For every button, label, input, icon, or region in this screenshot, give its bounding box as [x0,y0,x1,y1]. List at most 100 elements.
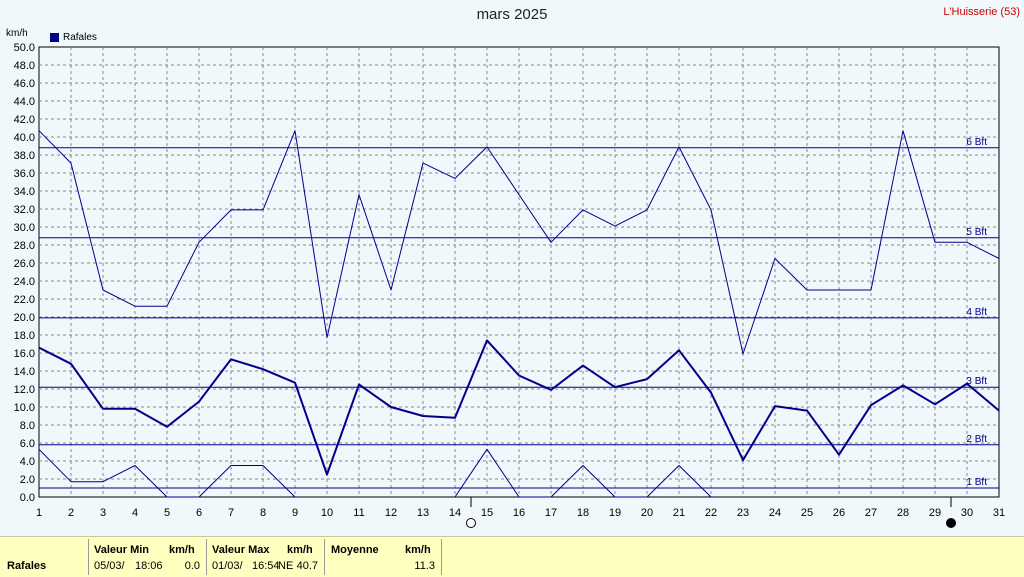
x-tick-label: 20 [641,507,653,519]
x-tick-label: 14 [449,507,461,519]
y-tick-label: 2.0 [20,474,35,486]
x-tick-label: 28 [897,507,909,519]
stats-min-cell: Valeur Min km/h 05/03/ 18:06 0.0 [88,537,206,577]
x-tick-label: 30 [961,507,973,519]
x-tick-label: 6 [196,507,202,519]
y-axis-unit: km/h [6,28,28,39]
y-tick-label: 38.0 [14,150,35,162]
x-tick-label: 7 [228,507,234,519]
y-tick-label: 16.0 [14,348,35,360]
stats-max-time: 16:54 [252,560,280,572]
x-tick-label: 3 [100,507,106,519]
x-tick-label: 19 [609,507,621,519]
y-tick-label: 10.0 [14,402,35,414]
stats-mean-cell: Moyenne km/h 11.3 [324,537,441,577]
x-tick-label: 11 [353,507,364,519]
beaufort-label: 6 Bft [966,137,987,148]
beaufort-label: 1 Bft [966,477,987,488]
stats-mean-value: 11.3 [414,560,435,572]
stats-max-value: 40.7 [296,560,318,572]
x-tick-label: 13 [417,507,429,519]
x-tick-label: 24 [769,507,781,519]
divider [324,539,325,575]
y-tick-label: 34.0 [14,186,35,198]
y-tick-label: 14.0 [14,366,35,378]
stats-mean-unit: km/h [405,544,431,556]
stats-series-cell: Rafales [0,537,88,577]
beaufort-label: 3 Bft [966,376,987,387]
y-tick-label: 50.0 [14,42,35,54]
x-tick-label: 8 [260,507,266,519]
x-tick-label: 22 [705,507,717,519]
stats-max-direction: NE [278,560,294,572]
divider [206,539,207,575]
beaufort-label: 2 Bft [966,434,987,445]
stats-max-cell: Valeur Max km/h 01/03/ 16:54 NE 40.7 [206,537,324,577]
y-tick-label: 18.0 [14,330,35,342]
y-tick-label: 24.0 [14,276,35,288]
beaufort-label: 4 Bft [966,307,987,318]
y-tick-label: 42.0 [14,114,35,126]
stats-max-date: 01/03/ [212,560,243,572]
chart-title: mars 2025 [476,6,548,23]
x-tick-label: 4 [132,507,138,519]
stats-max-header: Valeur Max [212,544,270,556]
chart: 0.0 2.0 4.0 6.0 8.0 10.0 12.0 14.0 16.0 18.0 20.0 2… [14,42,1005,528]
x-tick-label: 16 [513,507,525,519]
legend-label: Rafales [63,32,97,43]
x-tick-label: 17 [545,507,557,519]
y-tick-label: 6.0 [20,438,35,450]
x-tick-label: 5 [164,507,170,519]
y-tick-label: 40.0 [14,132,35,144]
series-line-mean [38,339,1000,476]
y-tick-label: 28.0 [14,240,35,252]
y-tick-label: 26.0 [14,258,35,270]
x-tick-label: 23 [737,507,749,519]
y-tick-label: 36.0 [14,168,35,180]
stats-min-time: 18:06 [135,560,163,572]
x-tick-label: 10 [321,507,333,519]
stats-min-unit: km/h [169,544,195,556]
legend: Rafales [50,32,97,43]
series-line-max [38,130,1000,355]
y-tick-label: 0.0 [20,492,35,504]
y-tick-label: 22.0 [14,294,35,306]
x-tick-label: 18 [577,507,589,519]
x-tick-label: 12 [385,507,397,519]
series-line-min [454,448,712,498]
y-tick-label: 20.0 [14,312,35,324]
stats-series-label: Rafales [7,560,47,572]
x-tick-label: 9 [292,507,298,519]
y-tick-label: 8.0 [20,420,35,432]
divider [441,539,442,575]
x-tick-label: 25 [801,507,813,519]
stats-max-unit: km/h [287,544,313,556]
x-tick-label: 26 [833,507,845,519]
y-tick-label: 46.0 [14,78,35,90]
x-tick-label: 31 [993,507,1005,519]
y-tick-label: 44.0 [14,96,35,108]
stats-panel: Rafales Valeur Min km/h 05/03/ 18:06 0.0… [0,536,1024,577]
x-tick-label: 2 [68,507,74,519]
series-line-min [38,448,296,498]
full-moon-icon [466,518,476,528]
y-tick-label: 48.0 [14,60,35,72]
y-tick-label: 32.0 [14,204,35,216]
y-tick-label: 4.0 [20,456,35,468]
y-tick-label: 30.0 [14,222,35,234]
divider [88,539,89,575]
x-tick-label: 15 [481,507,493,519]
new-moon-icon [946,518,956,528]
stats-mean-header: Moyenne [331,544,379,556]
stats-min-header: Valeur Min [94,544,150,556]
x-tick-label: 27 [865,507,877,519]
station-name: L'Huisserie (53) [943,6,1020,18]
x-tick-label: 1 [36,507,42,519]
beaufort-label: 5 Bft [966,227,987,238]
stats-min-value: 0.0 [184,560,200,572]
y-tick-label: 12.0 [14,384,35,396]
x-tick-label: 21 [673,507,685,519]
legend-swatch [50,33,59,42]
x-tick-label: 29 [929,507,941,519]
stats-min-date: 05/03/ [94,560,125,572]
